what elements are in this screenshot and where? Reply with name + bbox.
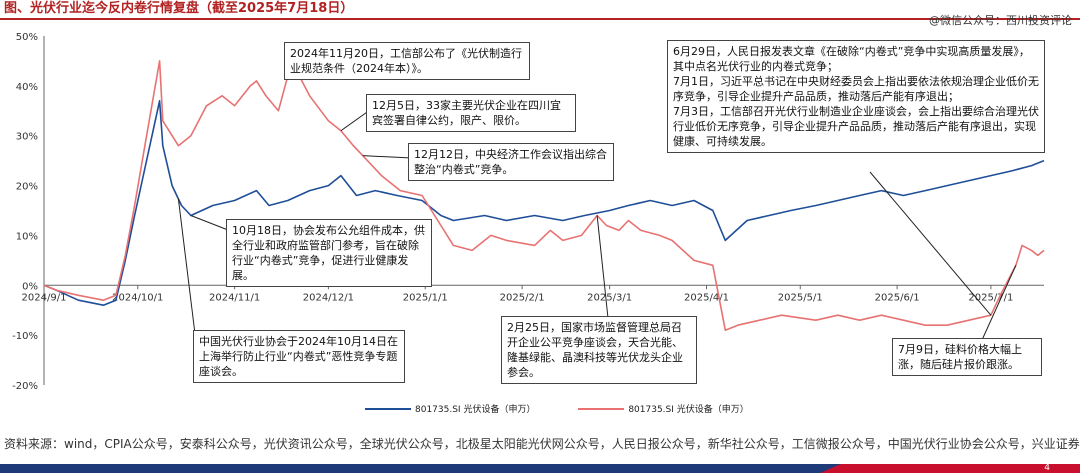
y-tick-label: 20% (16, 182, 38, 193)
annotation-2024-12-12: 12月12日，中央经济工作会议指出综合整治“内卷式”竞争。 (408, 143, 614, 181)
legend-label-blue: 801735.SI 光伏设备（申万） (415, 405, 536, 415)
page-number: 4 (1044, 463, 1050, 473)
x-tick-label: 2024/9/1 (22, 292, 67, 303)
x-tick-label: 2025/2/1 (500, 292, 545, 303)
x-tick-label: 2025/1/1 (403, 292, 448, 303)
x-tick-label: 2025/6/1 (875, 292, 920, 303)
y-tick-label: 40% (16, 82, 38, 93)
legend-item-blue: 801735.SI 光伏设备（申万） (365, 402, 535, 415)
x-tick-label: 2025/3/1 (587, 292, 632, 303)
x-tick-label: 2024/11/1 (209, 292, 260, 303)
annotation-2024-12-05: 12月5日，33家主要光伏企业在四川宜宾签署自律公约，限产、限价。 (366, 94, 576, 132)
y-tick-label: 0% (22, 281, 38, 292)
annotation-leader (340, 109, 371, 132)
series-line-blue (43, 100, 1045, 307)
x-tick-label: 2025/5/1 (778, 292, 823, 303)
footer-accent (820, 464, 1080, 473)
chart-legend: 801735.SI 光伏设备（申万） 801735.SI 光伏设备（申万） (365, 402, 789, 415)
legend-label-red: 801735.SI 光伏设备（申万） (628, 405, 749, 415)
annotation-2025-07: 6月29日，人民日报发表文章《在破除“内卷式”竞争中实现高质量发展》，其中点名光… (667, 40, 1045, 153)
page-title: 图、光伏行业迄今反内卷行情复盘（截至2025年7月18日） (4, 1, 354, 16)
title-divider (0, 18, 1080, 20)
y-tick-label: 50% (16, 32, 38, 43)
legend-swatch-red (578, 407, 625, 410)
watermark-text: @微信公众号：西川投资评论 (929, 14, 1072, 27)
legend-swatch-blue (365, 407, 411, 410)
annotation-leader (362, 155, 413, 159)
x-tick-label: 2024/10/1 (112, 292, 163, 303)
x-tick-label: 2025/4/1 (684, 292, 729, 303)
annotation-leader (596, 215, 609, 319)
annotation-leader (190, 215, 229, 231)
annotation-2024-10-18: 10月18日，协会发布公允组件成本，供全行业和政府监管部门参考，旨在破除行业“内… (226, 219, 432, 287)
source-note: 资料来源：wind，CPIA公众号，安泰科公众号，光伏资讯公众号，全球光伏公众号… (4, 437, 1080, 451)
y-tick-label: -10% (12, 331, 38, 342)
footer-bar (0, 464, 1080, 473)
annotation-2025-07-09: 7月9日，硅料价格大幅上涨，随后硅片报价跟涨。 (892, 338, 1042, 376)
series-line-red (43, 60, 1045, 332)
legend-item-red: 801735.SI 光伏设备（申万） (578, 402, 749, 415)
y-tick-label: -20% (12, 381, 38, 392)
x-tick-label: 2025/7/1 (968, 292, 1013, 303)
y-tick-label: 30% (16, 132, 38, 143)
line-chart: 50% 40% 30% 20% 10% 0% -10% -20% 2024/9/1 2024/10… (12, 32, 1045, 392)
annotation-leader (981, 265, 1017, 341)
x-tick-label: 2024/12/1 (303, 292, 354, 303)
y-tick-label: 10% (16, 231, 38, 242)
annotation-2025-02-25: 2月25日，国家市场监督管理总局召开企业公平竞争座谈会，天合光能、隆基绿能、晶澳… (501, 316, 697, 384)
annotation-2024-11-20: 2024年11月20日，工信部公布了《光伏制造行业规范条件（2024年本）》。 (284, 42, 530, 80)
annotation-leader (869, 171, 992, 316)
annotation-leader (177, 198, 197, 343)
annotation-2024-10-14: 中国光伏行业协会于2024年10月14日在上海举行防止行业“内卷式”恶性竞争专题… (193, 330, 405, 383)
